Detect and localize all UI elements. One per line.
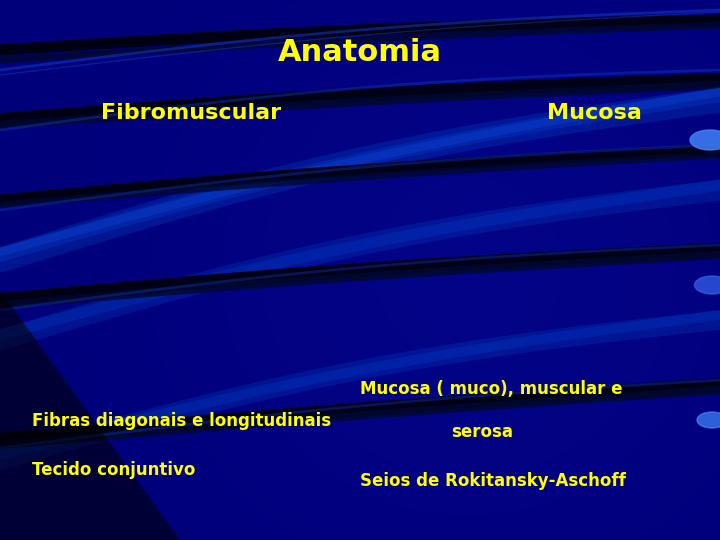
Text: Fibras diagonais e longitudinais: Fibras diagonais e longitudinais bbox=[32, 412, 331, 430]
Ellipse shape bbox=[690, 130, 720, 150]
Polygon shape bbox=[0, 290, 180, 540]
Text: Seios de Rokitansky-Aschoff: Seios de Rokitansky-Aschoff bbox=[360, 471, 626, 490]
Ellipse shape bbox=[697, 412, 720, 428]
Text: Mucosa: Mucosa bbox=[547, 103, 642, 124]
Text: Tecido conjuntivo: Tecido conjuntivo bbox=[32, 461, 196, 479]
Text: Fibromuscular: Fibromuscular bbox=[101, 103, 281, 124]
Text: Anatomia: Anatomia bbox=[278, 38, 442, 67]
Text: Mucosa ( muco), muscular e: Mucosa ( muco), muscular e bbox=[360, 380, 623, 398]
Ellipse shape bbox=[695, 276, 720, 294]
Text: serosa: serosa bbox=[451, 423, 513, 441]
